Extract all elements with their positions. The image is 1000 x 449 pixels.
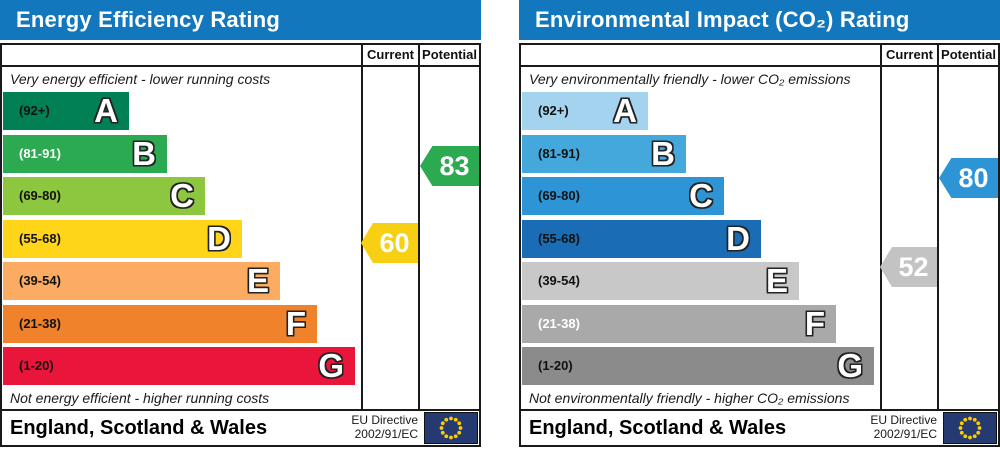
rating-band-a: (92+) A xyxy=(3,92,129,130)
energy-efficiency-rating-chart: Energy Efficiency Rating Current Potenti… xyxy=(0,0,481,449)
current-rating-value: 60 xyxy=(379,227,410,258)
band-range-label: (21-38) xyxy=(19,316,61,331)
eu-flag-icon xyxy=(424,412,478,444)
band-range-label: (81-91) xyxy=(538,146,580,161)
eu-directive-line2: 2002/91/EC xyxy=(873,427,937,441)
rating-band-g: (1-20) G xyxy=(3,347,355,385)
band-letter: C xyxy=(689,177,713,214)
band-letter: A xyxy=(613,92,637,129)
band-range-label: (1-20) xyxy=(538,358,573,373)
rating-band-c: (69-80) C xyxy=(3,177,205,215)
current-column-header: Current xyxy=(886,47,933,62)
band-letter: G xyxy=(318,347,344,384)
current-rating-value: 52 xyxy=(898,251,929,282)
band-range-label: (39-54) xyxy=(538,273,580,288)
footer-divider xyxy=(519,409,1000,411)
band-range-label: (69-80) xyxy=(19,188,61,203)
band-range-label: (1-20) xyxy=(19,358,54,373)
band-letter: G xyxy=(837,347,863,384)
band-range-label: (55-68) xyxy=(19,231,61,246)
rating-band-d: (55-68) D xyxy=(3,220,242,258)
band-letter: D xyxy=(726,220,750,257)
rating-band-b: (81-91) B xyxy=(3,135,167,173)
band-letter: A xyxy=(94,92,118,129)
rating-band-a: (92+) A xyxy=(522,92,648,130)
bottom-caption: Not environmentally friendly - higher CO… xyxy=(529,390,850,406)
bottom-caption: Not energy efficient - higher running co… xyxy=(10,390,270,406)
potential-rating-arrow: 80 xyxy=(939,158,998,198)
column-header-divider xyxy=(519,65,1000,67)
band-letter: B xyxy=(651,135,675,172)
band-range-label: (81-91) xyxy=(19,146,61,161)
eu-directive-label: EU Directive 2002/91/EC xyxy=(870,413,937,441)
band-letter: F xyxy=(285,305,306,342)
current-column-divider xyxy=(880,45,882,409)
region-label: England, Scotland & Wales xyxy=(529,417,787,439)
band-range-label: (55-68) xyxy=(538,231,580,246)
chart-title: Environmental Impact (CO₂) Rating xyxy=(535,7,910,32)
band-range-label: (92+) xyxy=(538,103,569,118)
chart-frame xyxy=(0,43,481,447)
current-column-header: Current xyxy=(367,47,414,62)
band-letter: F xyxy=(804,305,825,342)
chart-title-bar: Environmental Impact (CO₂) Rating xyxy=(519,0,1000,40)
current-rating-arrow: 52 xyxy=(880,247,937,287)
region-label: England, Scotland & Wales xyxy=(10,417,268,439)
band-range-label: (69-80) xyxy=(538,188,580,203)
eu-directive-line1: EU Directive xyxy=(870,413,937,427)
rating-band-c: (69-80) C xyxy=(522,177,724,215)
potential-rating-arrow: 83 xyxy=(420,146,479,186)
band-range-label: (21-38) xyxy=(538,316,580,331)
current-rating-arrow: 60 xyxy=(361,223,418,263)
environmental-impact-co2-rating-chart: Environmental Impact (CO₂) Rating Curren… xyxy=(519,0,1000,449)
potential-column-divider xyxy=(937,45,939,409)
rating-band-g: (1-20) G xyxy=(522,347,874,385)
eu-directive-label: EU Directive 2002/91/EC xyxy=(351,413,418,441)
footer-divider xyxy=(0,409,481,411)
band-letter: E xyxy=(246,262,269,299)
chart-title: Energy Efficiency Rating xyxy=(16,7,280,32)
potential-rating-value: 80 xyxy=(958,162,989,193)
rating-band-f: (21-38) F xyxy=(522,305,836,343)
top-caption: Very energy efficient - lower running co… xyxy=(10,71,271,87)
band-range-label: (92+) xyxy=(19,103,50,118)
potential-column-header: Potential xyxy=(941,47,996,62)
potential-rating-value: 83 xyxy=(439,150,470,181)
band-range-label: (39-54) xyxy=(19,273,61,288)
top-caption: Very environmentally friendly - lower CO… xyxy=(529,71,851,87)
potential-column-header: Potential xyxy=(422,47,477,62)
current-column-divider xyxy=(361,45,363,409)
chart-frame xyxy=(519,43,1000,447)
band-letter: E xyxy=(765,262,788,299)
eu-flag-icon xyxy=(943,412,997,444)
eu-directive-line2: 2002/91/EC xyxy=(354,427,418,441)
rating-band-b: (81-91) B xyxy=(522,135,686,173)
band-letter: D xyxy=(207,220,231,257)
rating-band-e: (39-54) E xyxy=(522,262,799,300)
band-letter: C xyxy=(170,177,194,214)
potential-column-divider xyxy=(418,45,420,409)
eu-directive-line1: EU Directive xyxy=(351,413,418,427)
band-letter: B xyxy=(132,135,156,172)
rating-band-e: (39-54) E xyxy=(3,262,280,300)
chart-title-bar: Energy Efficiency Rating xyxy=(0,0,481,40)
rating-band-f: (21-38) F xyxy=(3,305,317,343)
column-header-divider xyxy=(0,65,481,67)
rating-band-d: (55-68) D xyxy=(522,220,761,258)
